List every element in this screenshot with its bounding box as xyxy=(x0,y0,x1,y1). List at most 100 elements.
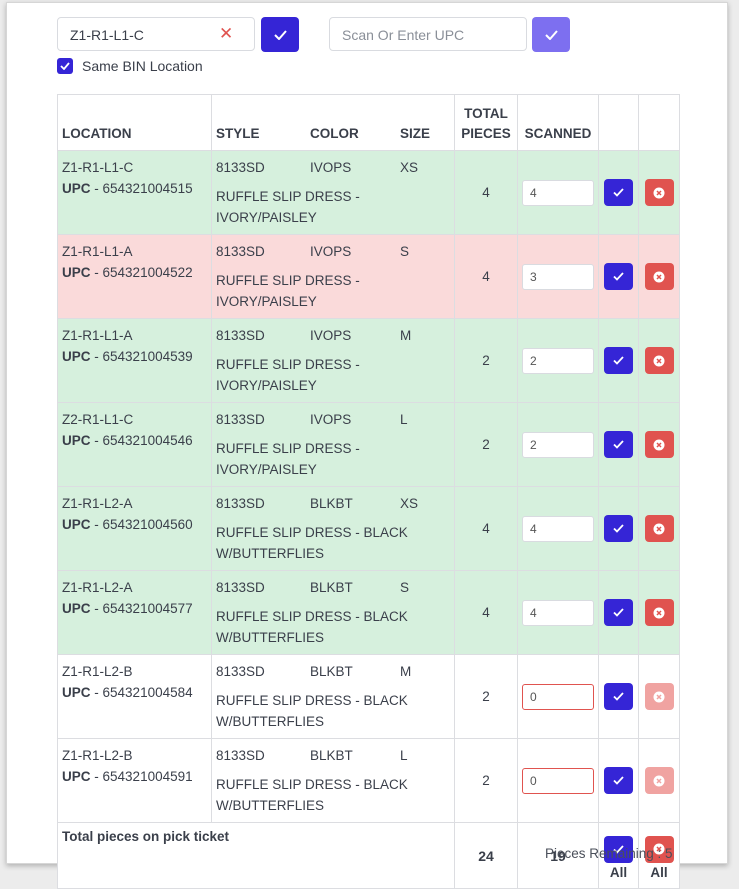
same-bin-option[interactable]: Same BIN Location xyxy=(57,58,203,74)
description-line1: RUFFLE SLIP DRESS - BLACK xyxy=(216,609,408,624)
reset-row-button[interactable] xyxy=(644,179,674,206)
description-line1: RUFFLE SLIP DRESS - xyxy=(216,357,360,372)
style-code: 8133SD xyxy=(216,664,265,679)
color-code: BLKBT xyxy=(310,748,353,763)
location-cell: Z1-R1-L2-A UPC - 654321004560 xyxy=(57,486,212,571)
location-cell: Z1-R1-L2-B UPC - 654321004591 xyxy=(57,738,212,823)
reset-row-button[interactable] xyxy=(644,599,674,626)
close-circle-icon xyxy=(653,775,665,786)
confirm-cell xyxy=(598,402,639,487)
color-code: BLKBT xyxy=(310,664,353,679)
confirm-row-button[interactable] xyxy=(604,515,633,542)
upc-prefix: UPC xyxy=(62,265,91,280)
confirm-cell xyxy=(598,738,639,823)
size-value: XS xyxy=(400,496,419,511)
scanned-input[interactable]: 3 xyxy=(522,263,594,290)
description-line2: W/BUTTERFLIES xyxy=(216,798,325,813)
reset-row-button[interactable] xyxy=(644,683,674,710)
upc-line: UPC - 654321004522 xyxy=(62,262,207,283)
confirm-row-button[interactable] xyxy=(604,767,633,794)
confirm-cell xyxy=(598,318,639,403)
style-cell: 8133SD BLKBT M RUFFLE SLIP DRESS - BLACK W/B… xyxy=(211,654,455,739)
style-cell: 8133SD IVOPS XS RUFFLE SLIP DRESS - IVORY/PA… xyxy=(211,150,455,235)
table-row: Z1-R1-L1-C UPC - 654321004515 8133SD IVOPS X… xyxy=(57,150,680,235)
confirm-row-button[interactable] xyxy=(604,347,633,374)
pieces-remaining: Pieces Remaining : 5 xyxy=(545,846,673,861)
location-cell: Z1-R1-L2-A UPC - 654321004577 xyxy=(57,570,212,655)
upc-line: UPC - 654321004539 xyxy=(62,346,207,367)
scanned-input[interactable]: 0 xyxy=(522,683,594,710)
description-line1: RUFFLE SLIP DRESS - BLACK xyxy=(216,777,408,792)
upc-input[interactable]: Scan Or Enter UPC xyxy=(329,17,527,51)
color-code: BLKBT xyxy=(310,580,353,595)
confirm-row-button[interactable] xyxy=(604,599,633,626)
table-row: Z1-R1-L1-A UPC - 654321004522 8133SD IVOPS S… xyxy=(57,234,680,319)
confirm-column-header xyxy=(598,94,639,151)
style-color-size-header: STYLE COLOR SIZE xyxy=(211,94,455,151)
reset-cell xyxy=(638,486,680,571)
check-icon xyxy=(613,844,624,854)
confirm-row-button[interactable] xyxy=(604,683,633,710)
same-bin-checkbox[interactable] xyxy=(57,58,73,74)
upc-prefix: UPC xyxy=(62,685,91,700)
scanned-cell: 4 xyxy=(517,570,599,655)
style-code: 8133SD xyxy=(216,580,265,595)
size-header: SIZE xyxy=(400,126,431,141)
scanned-cell: 0 xyxy=(517,654,599,739)
reset-row-button[interactable] xyxy=(644,515,674,542)
description-line2: IVORY/PAISLEY xyxy=(216,378,317,393)
reset-cell xyxy=(638,570,680,655)
scanned-input[interactable]: 2 xyxy=(522,347,594,374)
confirm-row-button[interactable] xyxy=(604,263,633,290)
location-cell: Z2-R1-L1-C UPC - 654321004546 xyxy=(57,402,212,487)
confirm-upc-button[interactable] xyxy=(532,17,570,52)
confirm-row-button[interactable] xyxy=(604,431,633,458)
total-pieces-cell: 4 xyxy=(454,570,518,655)
check-icon xyxy=(613,608,624,617)
reset-row-button[interactable] xyxy=(644,263,674,290)
reset-all-button[interactable] xyxy=(644,835,674,863)
close-circle-icon xyxy=(653,355,665,366)
style-cell: 8133SD BLKBT L RUFFLE SLIP DRESS - BLACK W/B… xyxy=(211,738,455,823)
size-value: L xyxy=(400,412,408,427)
check-icon xyxy=(613,440,624,449)
upc-value: - 654321004546 xyxy=(94,433,193,448)
table-row: Z2-R1-L1-C UPC - 654321004546 8133SD IVOPS L… xyxy=(57,402,680,487)
clear-icon[interactable]: ✕ xyxy=(219,24,234,43)
confirm-all-button[interactable] xyxy=(604,835,633,863)
item-description: RUFFLE SLIP DRESS - BLACK W/BUTTERFLIES xyxy=(216,606,450,648)
scanned-input[interactable]: 0 xyxy=(522,767,594,794)
bin-location-input[interactable]: Z1-R1-L1-C xyxy=(57,17,255,51)
table-row: Z1-R1-L1-A UPC - 654321004539 8133SD IVOPS M… xyxy=(57,318,680,403)
scanned-input[interactable]: 4 xyxy=(522,515,594,542)
item-description: RUFFLE SLIP DRESS - IVORY/PAISLEY xyxy=(216,186,450,228)
reset-row-button[interactable] xyxy=(644,347,674,374)
scanned-input[interactable]: 4 xyxy=(522,179,594,206)
reset-row-button[interactable] xyxy=(644,431,674,458)
total-pieces-cell: 2 xyxy=(454,654,518,739)
confirm-cell xyxy=(598,570,639,655)
description-line2: IVORY/PAISLEY xyxy=(216,210,317,225)
table-header-row: LOCATION STYLE COLOR SIZE TOTAL PIECES SC… xyxy=(57,94,680,151)
close-circle-icon xyxy=(653,843,665,855)
upc-value: - 654321004591 xyxy=(94,769,193,784)
upc-value: - 654321004584 xyxy=(94,685,193,700)
table-row: Z1-R1-L2-A UPC - 654321004577 8133SD BLKBT S… xyxy=(57,570,680,655)
item-description: RUFFLE SLIP DRESS - BLACK W/BUTTERFLIES xyxy=(216,690,450,732)
check-icon xyxy=(613,692,624,701)
close-circle-icon xyxy=(653,523,665,534)
close-circle-icon xyxy=(653,607,665,618)
upc-line: UPC - 654321004577 xyxy=(62,598,207,619)
scanned-input[interactable]: 4 xyxy=(522,599,594,626)
check-icon xyxy=(613,776,624,785)
total-pieces-header: TOTAL PIECES xyxy=(454,94,518,151)
scanned-input[interactable]: 2 xyxy=(522,431,594,458)
scanned-cell: 4 xyxy=(517,486,599,571)
reset-row-button[interactable] xyxy=(644,767,674,794)
upc-line: UPC - 654321004546 xyxy=(62,430,207,451)
check-icon xyxy=(544,29,558,40)
confirm-bin-button[interactable] xyxy=(261,17,299,52)
confirm-row-button[interactable] xyxy=(604,179,633,206)
total-pieces-cell: 4 xyxy=(454,234,518,319)
footer-label: Total pieces on pick ticket xyxy=(57,822,455,889)
